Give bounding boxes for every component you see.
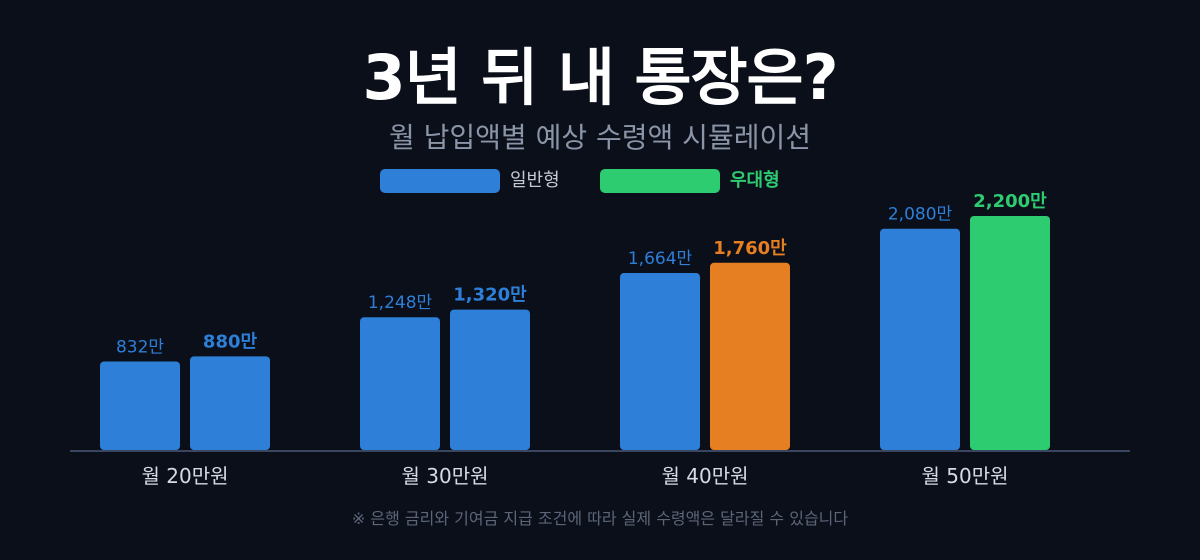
data-label-preferred-1: 880만 bbox=[203, 331, 258, 352]
category-label-3: 월 40만원 bbox=[661, 464, 748, 488]
legend-label-general: 일반형 bbox=[510, 170, 560, 191]
data-label-general-4: 2,080만 bbox=[888, 205, 953, 225]
legend-label-preferred: 우대형 bbox=[730, 170, 780, 191]
chart-subtitle: 월 납입액별 예상 수령액 시뮬레이션 bbox=[388, 121, 811, 154]
data-label-general-2: 1,248만 bbox=[368, 293, 433, 313]
bar-general-3 bbox=[620, 272, 700, 450]
footnote: ※ 은행 금리와 기여금 지급 조건에 따라 실제 수령액은 달라질 수 있습니… bbox=[351, 509, 849, 528]
data-label-general-3: 1,664만 bbox=[628, 249, 693, 269]
bar-general-2 bbox=[360, 317, 440, 450]
category-label-4: 월 50만원 bbox=[921, 464, 1008, 488]
legend-item-preferred: 우대형 bbox=[600, 168, 780, 194]
data-label-preferred-2: 1,320만 bbox=[453, 285, 527, 306]
bar-general-1 bbox=[100, 361, 180, 450]
bar-preferred-3 bbox=[710, 262, 790, 450]
category-label-1: 월 20만원 bbox=[141, 464, 228, 488]
legend-swatch-general bbox=[380, 169, 500, 193]
data-label-preferred-4: 2,200만 bbox=[973, 191, 1047, 212]
bar-preferred-4 bbox=[970, 215, 1050, 450]
legend-swatch-preferred bbox=[600, 169, 720, 193]
legend-item-general: 일반형 bbox=[380, 168, 560, 194]
bar-preferred-2 bbox=[450, 309, 530, 450]
data-label-preferred-3: 1,760만 bbox=[713, 238, 787, 259]
bar-general-4 bbox=[880, 228, 960, 450]
chart-title: 3년 뒤 내 통장은? bbox=[362, 41, 838, 114]
bar-preferred-1 bbox=[190, 356, 270, 450]
data-label-general-1: 832만 bbox=[116, 337, 164, 357]
category-label-2: 월 30만원 bbox=[401, 464, 488, 488]
